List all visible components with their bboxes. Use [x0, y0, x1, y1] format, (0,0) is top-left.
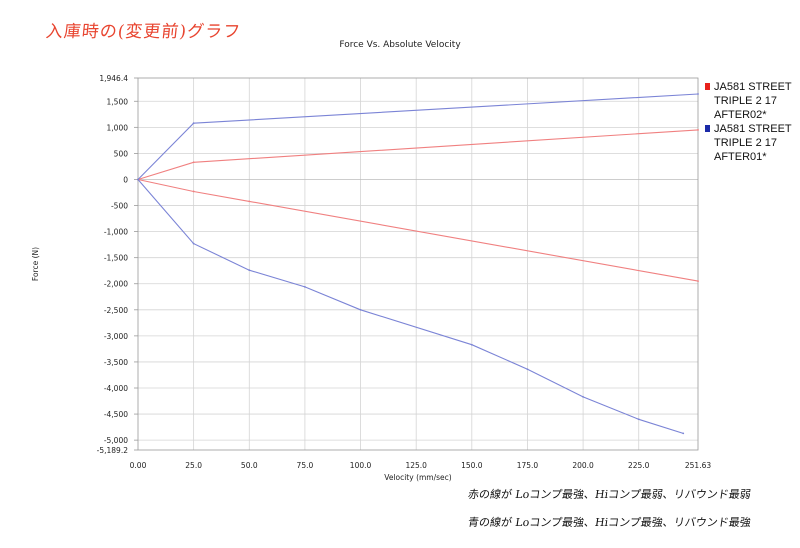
- data-point: [137, 178, 139, 181]
- chart-title: Force Vs. Absolute Velocity: [339, 40, 461, 50]
- data-point: [697, 129, 699, 131]
- data-point: [248, 269, 251, 272]
- series-red-line-compression: [137, 129, 699, 181]
- y-tick-label: -500: [111, 202, 128, 211]
- y-tick-label: 0: [123, 175, 128, 184]
- y-tick-label: 500: [114, 149, 129, 158]
- legend-swatch-blue: [705, 125, 710, 132]
- data-point: [582, 395, 584, 398]
- x-axis-label: Velocity (mm/sec): [384, 473, 452, 482]
- blue-line-note: 青の線が Loコンプ最強、Hiコンプ最強、リバウンド最強: [467, 516, 752, 529]
- y-tick-label: -2,000: [104, 280, 128, 289]
- series-blue-line-compression: [137, 93, 699, 180]
- y-tick-label: -3,500: [104, 358, 128, 367]
- series-red-line-rebound: [137, 178, 699, 282]
- data-point: [637, 418, 640, 421]
- y-tick-label: 1,000: [107, 123, 129, 132]
- y-tick-label: -3,000: [104, 332, 128, 341]
- data-point: [192, 161, 195, 164]
- data-point: [192, 190, 195, 193]
- red-line-note: 赤の線が Loコンプ最強、Hiコンプ最弱、リバウンド最弱: [467, 488, 752, 501]
- series-blue-line-rebound: [137, 179, 684, 434]
- data-point: [470, 343, 473, 346]
- y-axis-label: Force (N): [31, 247, 40, 281]
- legend-label: JA581 STREET TRIPLE 2 17 AFTER01*: [714, 123, 792, 163]
- legend-item-after01: JA581 STREET TRIPLE 2 17 AFTER01*: [704, 122, 796, 164]
- x-tick-label: 0.00: [130, 461, 147, 470]
- axis-layer: [137, 77, 699, 451]
- x-tick-label: 200.0: [572, 461, 594, 470]
- y-tick-label: -4,000: [104, 384, 128, 393]
- y-tick-label: -2,500: [104, 306, 128, 315]
- data-point: [697, 280, 699, 283]
- x-tick-label: 175.0: [517, 461, 539, 470]
- data-point: [359, 308, 362, 311]
- legend-item-after02: JA581 STREET TRIPLE 2 17 AFTER02*: [704, 80, 796, 122]
- y-tick-label: 1,500: [107, 97, 129, 106]
- tick-layer: 1,946.4 1,500 1,000 500 0 -500 -1,000 -1,500 -2,…: [97, 74, 712, 470]
- y-tick-label: -5,189.2: [97, 446, 129, 455]
- y-tick-label: -1,500: [104, 254, 128, 263]
- x-tick-label: 150.0: [461, 461, 483, 470]
- x-tick-label: 225.0: [628, 461, 650, 470]
- legend-label: JA581 STREET TRIPLE 2 17 AFTER02*: [714, 81, 792, 121]
- legend-swatch-red: [705, 83, 710, 90]
- y-tick-label: 1,946.4: [99, 74, 128, 83]
- data-point: [248, 200, 251, 203]
- x-tick-label: 125.0: [405, 461, 427, 470]
- data-point: [304, 285, 306, 288]
- data-point: [192, 242, 195, 245]
- y-tick-label: -4,500: [104, 410, 128, 419]
- grid-layer: [138, 78, 698, 450]
- x-tick-label: 251.63: [685, 461, 711, 470]
- legend: JA581 STREET TRIPLE 2 17 AFTER02* JA581 …: [704, 80, 796, 164]
- x-tick-label: 100.0: [350, 461, 372, 470]
- x-tick-label: 25.0: [185, 461, 202, 470]
- x-tick-label: 75.0: [297, 461, 314, 470]
- data-point: [697, 93, 699, 95]
- data-point: [192, 122, 195, 125]
- data-point: [526, 368, 529, 371]
- series-layer: [137, 93, 699, 435]
- data-point: [682, 432, 685, 435]
- y-tick-label: -1,000: [104, 228, 128, 237]
- y-tick-label: -5,000: [104, 436, 128, 445]
- plot-frame: [137, 77, 699, 451]
- x-tick-label: 50.0: [241, 461, 258, 470]
